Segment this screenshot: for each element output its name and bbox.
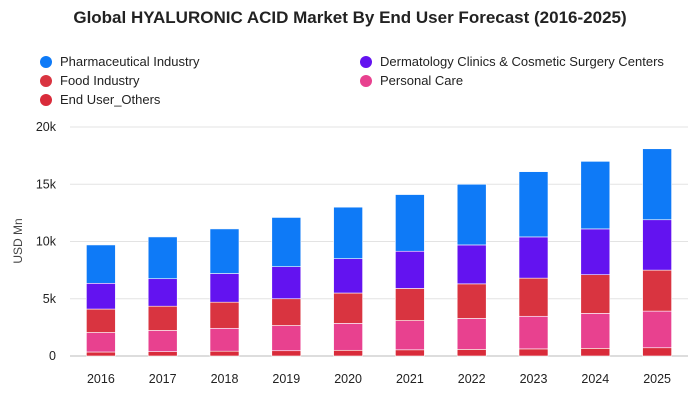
bar-segment[interactable] bbox=[456, 349, 487, 357]
x-axis-ticks: 2016 2017 2018 2019 2020 2021 2022 2023 2024 2025 bbox=[87, 372, 671, 386]
y-tick-label: 0 bbox=[49, 349, 56, 363]
bar-segment[interactable] bbox=[642, 148, 672, 221]
bar-segment[interactable] bbox=[209, 228, 240, 274]
bar-segment[interactable] bbox=[518, 236, 549, 279]
y-tick-label: 20k bbox=[36, 120, 57, 134]
legend-label: Pharmaceutical Industry bbox=[60, 54, 200, 69]
bar-segment[interactable] bbox=[580, 313, 611, 349]
y-tick-label: 15k bbox=[36, 177, 57, 191]
x-tick-label: 2021 bbox=[396, 372, 424, 386]
legend-swatch bbox=[40, 74, 52, 87]
legend-swatch bbox=[360, 74, 372, 87]
chart-title: Global HYALURONIC ACID Market By End Use… bbox=[73, 8, 627, 27]
legend-item-pharmaceutical[interactable]: Pharmaceutical Industry bbox=[40, 54, 199, 69]
x-tick-label: 2024 bbox=[581, 372, 609, 386]
bar-segment[interactable] bbox=[642, 219, 672, 271]
bar-segment[interactable] bbox=[209, 327, 240, 352]
bar-segment[interactable] bbox=[395, 320, 425, 351]
bar-segment[interactable] bbox=[642, 347, 672, 357]
bar-segment[interactable] bbox=[518, 171, 549, 238]
bar-segment[interactable] bbox=[456, 183, 487, 246]
bar-segment[interactable] bbox=[86, 282, 116, 310]
y-tick-label: 5k bbox=[43, 292, 57, 306]
bars bbox=[86, 148, 672, 357]
y-tick-label: 10k bbox=[36, 235, 57, 249]
legend-swatch bbox=[40, 55, 52, 68]
legend-label: Personal Care bbox=[380, 73, 464, 88]
legend-swatch bbox=[360, 55, 372, 68]
bar-segment[interactable] bbox=[580, 274, 611, 314]
bar-segment[interactable] bbox=[333, 349, 363, 357]
bar-segment[interactable] bbox=[395, 250, 425, 289]
bar-segment[interactable] bbox=[333, 323, 363, 351]
x-tick-label: 2019 bbox=[272, 372, 300, 386]
y-axis-label: USD Mn bbox=[11, 218, 25, 263]
x-tick-label: 2017 bbox=[149, 372, 177, 386]
bar-segment[interactable] bbox=[271, 266, 302, 300]
bar-segment[interactable] bbox=[456, 318, 487, 350]
bar-segment[interactable] bbox=[86, 308, 116, 333]
bar-segment[interactable] bbox=[642, 269, 672, 312]
x-tick-label: 2018 bbox=[211, 372, 239, 386]
bar-segment[interactable] bbox=[642, 310, 672, 349]
legend-label: Dermatology Clinics & Cosmetic Surgery C… bbox=[380, 54, 664, 69]
x-tick-label: 2023 bbox=[520, 372, 548, 386]
legend-label: End User_Others bbox=[60, 92, 161, 107]
legend-label: Food Industry bbox=[60, 73, 140, 88]
bar-segment[interactable] bbox=[209, 350, 240, 357]
bar-segment[interactable] bbox=[147, 330, 178, 352]
legend-swatch bbox=[40, 93, 52, 106]
bar-segment[interactable] bbox=[86, 351, 116, 357]
bar-segment[interactable] bbox=[518, 348, 549, 357]
x-tick-label: 2025 bbox=[643, 372, 671, 386]
bar-segment[interactable] bbox=[271, 350, 302, 357]
bar-segment[interactable] bbox=[86, 244, 116, 284]
bar-segment[interactable] bbox=[580, 348, 611, 357]
bar-segment[interactable] bbox=[271, 217, 302, 267]
legend-item-end-user-others[interactable]: End User_Others bbox=[40, 92, 160, 107]
bar-segment[interactable] bbox=[147, 351, 178, 357]
x-tick-label: 2022 bbox=[458, 372, 486, 386]
bar-segment[interactable] bbox=[395, 288, 425, 321]
legend-item-personal-care[interactable]: Personal Care bbox=[360, 73, 463, 88]
bar-segment[interactable] bbox=[147, 236, 178, 280]
bar-segment[interactable] bbox=[333, 258, 363, 294]
bar-segment[interactable] bbox=[209, 273, 240, 303]
bar-segment[interactable] bbox=[518, 277, 549, 317]
bar-segment[interactable] bbox=[333, 206, 363, 259]
bar-segment[interactable] bbox=[271, 325, 302, 352]
legend-item-dermatology[interactable]: Dermatology Clinics & Cosmetic Surgery C… bbox=[360, 54, 664, 69]
bar-segment[interactable] bbox=[456, 283, 487, 319]
bar-segment[interactable] bbox=[456, 244, 487, 285]
bar-segment[interactable] bbox=[147, 305, 178, 331]
bar-segment[interactable] bbox=[518, 315, 549, 350]
legend-item-food[interactable]: Food Industry bbox=[40, 73, 140, 88]
bar-segment[interactable] bbox=[271, 298, 302, 326]
bar-segment[interactable] bbox=[395, 349, 425, 357]
bar-segment[interactable] bbox=[395, 194, 425, 252]
y-axis-ticks: 0 5k 10k 15k 20k bbox=[36, 120, 57, 363]
x-tick-label: 2016 bbox=[87, 372, 115, 386]
bar-segment[interactable] bbox=[580, 228, 611, 276]
x-tick-label: 2020 bbox=[334, 372, 362, 386]
bar-segment[interactable] bbox=[147, 278, 178, 307]
bar-segment[interactable] bbox=[333, 292, 363, 324]
bar-segment[interactable] bbox=[86, 332, 116, 353]
bar-segment[interactable] bbox=[209, 301, 240, 329]
bar-segment[interactable] bbox=[580, 161, 611, 230]
